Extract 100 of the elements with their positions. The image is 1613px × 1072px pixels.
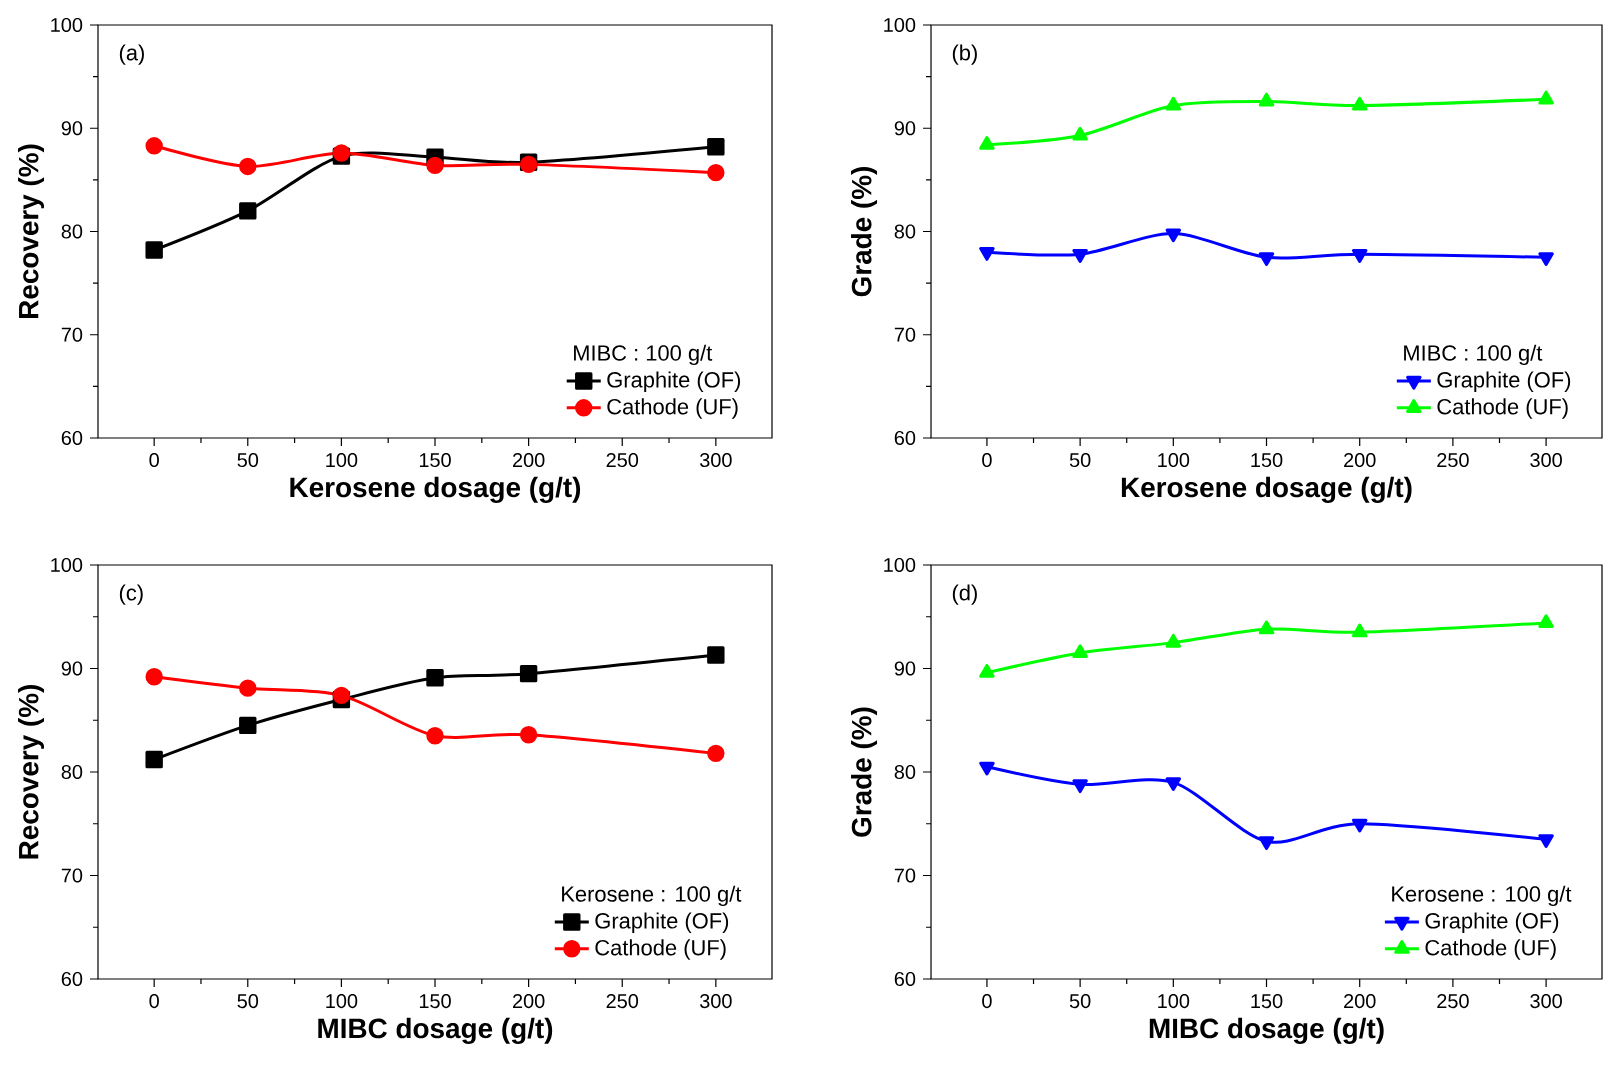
y-axis-title: Recovery (%) xyxy=(18,144,45,318)
legend-label: Cathode (UF) xyxy=(1437,398,1568,419)
x-axis-title: Kerosene dosage (g/t) xyxy=(290,476,581,503)
x-tick-label: 200 xyxy=(1344,453,1376,468)
y-tick-label: 100 xyxy=(51,17,83,33)
y-tick-label: 80 xyxy=(61,224,83,239)
legend-label: Graphite (OF) xyxy=(607,371,741,392)
point xyxy=(1072,644,1088,659)
point xyxy=(1165,777,1182,792)
legend-label: Cathode (UF) xyxy=(607,398,738,419)
point xyxy=(239,679,257,697)
x-tick-label: 300 xyxy=(699,453,732,468)
point xyxy=(1351,818,1368,833)
x-tick-label: 100 xyxy=(1158,994,1190,1009)
y-tick-label: 90 xyxy=(894,661,916,676)
x-tick-label: 150 xyxy=(419,453,451,468)
point xyxy=(707,163,725,182)
x-tick-label: 0 xyxy=(149,453,159,468)
y-tick-label: 60 xyxy=(894,971,916,987)
legend-label: Graphite (OF) xyxy=(1437,371,1571,392)
x-tick-label: 300 xyxy=(699,994,732,1009)
x-tick-label: 250 xyxy=(606,453,639,468)
y-tick-label: 70 xyxy=(61,327,83,342)
x-tick-label: 0 xyxy=(149,994,159,1009)
y-tick-label: 100 xyxy=(884,557,916,573)
y-tick-label: 80 xyxy=(61,764,83,780)
x-tick-label: 50 xyxy=(1069,994,1091,1009)
legend-label: Cathode (UF) xyxy=(595,939,726,960)
point xyxy=(707,138,725,156)
point xyxy=(979,663,995,678)
point xyxy=(426,156,444,175)
point xyxy=(239,716,257,735)
text: (b) xyxy=(952,44,977,65)
x-tick-label: 250 xyxy=(1437,453,1469,468)
point xyxy=(1072,779,1088,794)
y-axis-title: Grade (%) xyxy=(851,707,878,837)
x-tick-label: 150 xyxy=(1251,453,1283,468)
point xyxy=(145,668,163,686)
x-tick-label: 0 xyxy=(982,994,992,1009)
point xyxy=(1258,836,1275,851)
point xyxy=(239,202,257,220)
x-tick-label: 250 xyxy=(1437,994,1469,1009)
x-tick-label: 150 xyxy=(419,994,451,1009)
x-tick-label: 200 xyxy=(1344,994,1376,1009)
x-tick-label: 100 xyxy=(1158,453,1190,468)
text: (a) xyxy=(119,44,144,65)
x-tick-label: 250 xyxy=(606,994,639,1009)
point xyxy=(426,727,444,745)
y-tick-label: 60 xyxy=(61,430,83,446)
legend-title: MIBC : 100 g/t xyxy=(1404,344,1543,366)
point xyxy=(1258,620,1275,635)
point xyxy=(1538,614,1554,629)
x-tick-label: 300 xyxy=(1530,453,1562,468)
y-axis-title: Recovery (%) xyxy=(18,685,45,859)
y-tick-label: 80 xyxy=(894,764,916,780)
legend-label: Cathode (UF) xyxy=(1425,939,1556,960)
point xyxy=(145,750,163,769)
text: (c) xyxy=(119,584,143,605)
y-tick-label: 90 xyxy=(61,121,83,136)
y-tick-label: 90 xyxy=(894,121,916,136)
x-tick-label: 50 xyxy=(1069,453,1091,468)
x-tick-label: 300 xyxy=(1530,994,1562,1009)
point xyxy=(426,669,444,687)
x-axis-title: MIBC dosage (g/t) xyxy=(1149,1017,1384,1044)
y-axis-title: Grade (%) xyxy=(851,167,878,297)
x-tick-label: 200 xyxy=(512,453,545,468)
point xyxy=(1351,623,1368,638)
point xyxy=(519,726,538,744)
x-tick-label: 0 xyxy=(982,453,992,468)
x-tick-label: 100 xyxy=(326,994,358,1009)
y-tick-label: 100 xyxy=(51,557,83,573)
y-tick-label: 60 xyxy=(894,430,916,446)
point xyxy=(707,744,725,763)
x-tick-label: 150 xyxy=(1251,994,1283,1009)
point xyxy=(519,664,538,683)
point xyxy=(332,686,351,705)
x-tick-label: 50 xyxy=(237,994,259,1009)
point xyxy=(1165,633,1182,648)
y-tick-label: 60 xyxy=(61,971,83,987)
legend-title: Kerosene : 100 g/t xyxy=(1392,885,1572,907)
point xyxy=(239,157,257,176)
y-tick-label: 70 xyxy=(894,868,916,883)
x-axis-title: MIBC dosage (g/t) xyxy=(318,1017,553,1044)
x-tick-label: 100 xyxy=(326,453,358,468)
legend-label: Graphite (OF) xyxy=(595,912,729,933)
legend-title: Kerosene : 100 g/t xyxy=(562,885,742,907)
legend-title: MIBC : 100 g/t xyxy=(574,344,713,366)
x-tick-label: 200 xyxy=(512,994,545,1009)
point xyxy=(145,137,163,155)
y-tick-label: 80 xyxy=(894,224,916,239)
point xyxy=(1538,834,1554,848)
text: (d) xyxy=(952,584,977,605)
point xyxy=(145,241,163,259)
y-tick-label: 100 xyxy=(884,17,916,33)
point xyxy=(979,761,995,776)
y-tick-label: 90 xyxy=(61,661,83,676)
point xyxy=(707,646,725,664)
legend-label: Graphite (OF) xyxy=(1425,912,1559,933)
y-tick-label: 70 xyxy=(61,868,83,883)
x-axis-title: Kerosene dosage (g/t) xyxy=(1121,476,1412,503)
